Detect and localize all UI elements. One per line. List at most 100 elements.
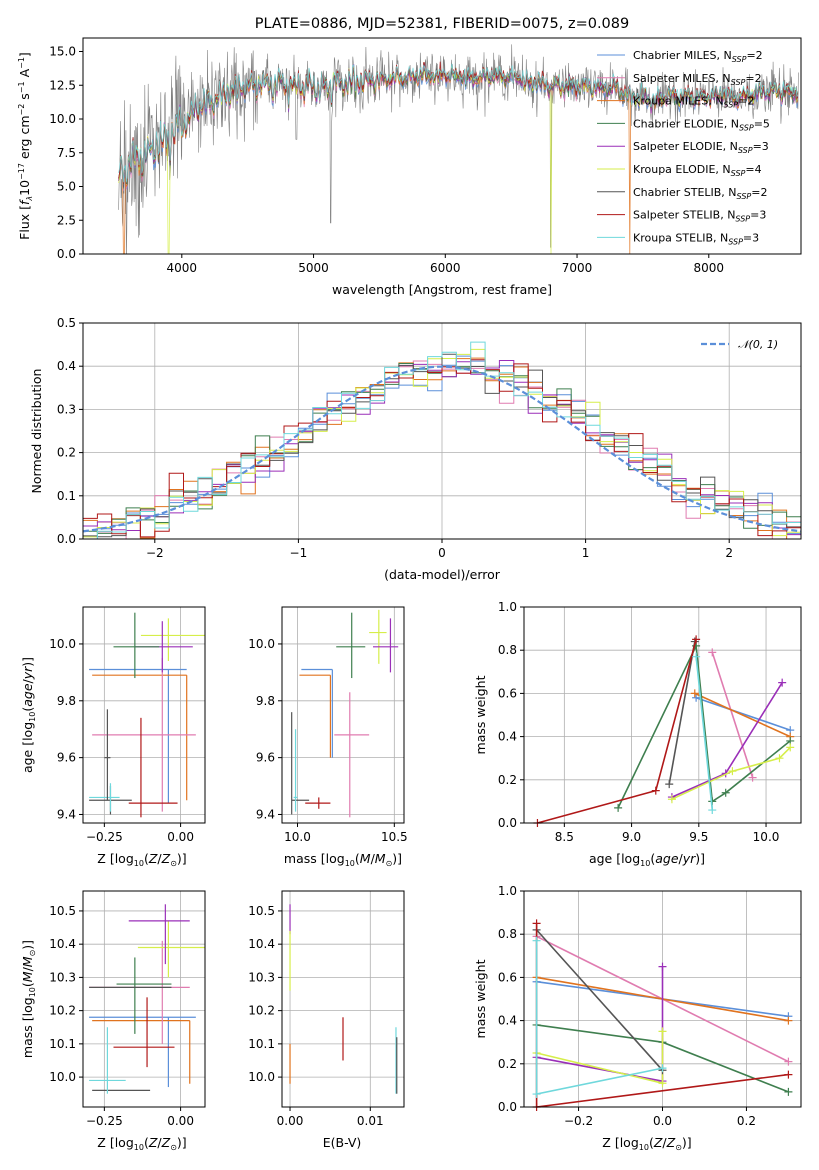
weight-age-marker [748,773,757,782]
residual-hist-kroupa-stelib [83,341,801,540]
spectrum-xtick-label: 6000 [430,261,461,275]
residual-xtick-label: 2 [725,546,733,560]
spectrum-legend-label: Chabrier MILES, NSSP=2 [633,49,763,64]
mass-EBV-xtick-label: 0.00 [277,1114,304,1128]
spectrum-legend-label: Salpeter STELIB, NSSP=3 [633,209,766,224]
mass-vs-EBV-panel: 0.00 0.01 10.0 10.1 10.2 10.3 10.4 10.5 [248,890,405,1128]
mass-Z-xlabel: Z [log10(Z/Z⊙)] [97,1135,186,1152]
spectrum-ylabel: Flux [fλ10−17 erg cm−2 s−1 A−1] [17,52,34,240]
weight-Z-marker [532,936,541,945]
legend-subscript: SSP [728,237,743,246]
age-Z-xtick-label: 0.00 [167,830,194,844]
spectrum-legend-label: Chabrier STELIB, NSSP=2 [633,186,767,201]
weight-Z-marker [658,1027,667,1036]
residual-ytick-label: 0.4 [57,359,76,373]
legend-count: =2 [745,72,761,85]
spectrum-ytick-label: 5.0 [57,180,76,194]
legend-text: Chabrier MILES, N [633,49,732,62]
legend-text: Salpeter STELIB, N [633,209,735,222]
spectrum-title: PLATE=0886, MJD=52381, FIBERID=0075, z=0… [255,16,629,32]
residual-histograms [83,341,801,540]
legend-subscript: SSP [723,101,738,110]
weight-Z-marker [784,1087,793,1096]
residual-ytick-label: 0.0 [57,532,76,546]
legend-count: =2 [738,95,754,108]
weight-age-marker [775,754,784,763]
spectrum-lines [118,44,799,254]
spectrum-legend-label: Salpeter ELODIE, NSSP=3 [633,140,769,155]
legend-subscript: SSP [737,192,752,201]
spectrum-legend-label: Kroupa ELODIE, NSSP=4 [633,163,762,178]
legend-text: Salpeter MILES, N [633,72,731,85]
age-mass-ytick-label: 9.6 [256,751,275,765]
legend-subscript: SSP [732,55,747,64]
spectrum-ticks: 4000 5000 6000 7000 8000 0.0 2.5 5.0 7.5 10.0 12.5… [49,45,724,276]
weight-age-ytick-label: 0.8 [498,643,517,657]
mass-EBV-xtick-label: 0.01 [357,1114,384,1128]
age-Z-xtick-label: −0.25 [86,830,123,844]
weight-Z-marker [784,1016,793,1025]
legend-subscript: SSP [738,146,753,155]
weight-age-marker [667,795,676,804]
weight-age-line [711,652,754,778]
residual-ytick-label: 0.1 [57,489,76,503]
age-Z-ytick-label: 10.0 [49,637,76,651]
spectrum-legend-label: Salpeter MILES, NSSP=2 [633,72,762,87]
weight-Z-ytick-label: 0.8 [498,927,517,941]
weight-age-marker [614,803,623,812]
residual-hist-salpeter-stelib [83,359,801,538]
spectrum-xtick-label: 4000 [167,261,198,275]
spectrum-ytick-label: 15.0 [49,45,76,59]
mass-EBV-xlabel: E(B-V) [323,1135,362,1150]
legend-text: Kroupa STELIB, N [633,231,728,244]
weight-age-marker [708,806,717,815]
spectrum-ytick-label: 2.5 [57,213,76,227]
weight-Z-marker [658,962,667,971]
mass-Z-ytick-label: 10.2 [49,1004,76,1018]
residual-ylabel: Normed distribution [29,369,44,494]
mass-EBV-ytick-label: 10.2 [248,1004,275,1018]
mass-Z-xtick-label: 0.00 [167,1114,194,1128]
mass-Z-ytick-label: 10.0 [49,1070,76,1084]
weight-age-marker [778,678,787,687]
weight-age-xlabel: age [log10(age/yr)] [589,851,705,868]
weight-Z-xlabel: Z [log10(Z/Z⊙)] [602,1135,691,1152]
weight-age-ytick-label: 0.4 [498,730,517,744]
weight-Z-marker [532,919,541,928]
spectrum-legend-label: Kroupa MILES, NSSP=2 [633,95,754,110]
weight-Z-xtick-label: 0.2 [737,1114,756,1128]
mass-Z-ytick-label: 10.3 [49,970,76,984]
legend-text: Chabrier ELODIE, N [633,117,739,130]
weight-Z-ytick-label: 0.2 [498,1057,517,1071]
weight-Z-marker [658,1064,667,1073]
age-Z-xlabel: Z [log10(Z/Z⊙)] [97,851,186,868]
normal-legend-label: 𝒩(0, 1) [738,338,778,351]
spectrum-model-kroupa-stelib [118,63,799,183]
mass-EBV-ytick-label: 10.0 [248,1070,275,1084]
weight-Z-marker [532,1090,541,1099]
mass-Z-xtick-label: −0.25 [86,1114,123,1128]
spectrum-xtick-label: 8000 [694,261,725,275]
legend-text: Kroupa MILES, N [633,95,723,108]
weight-Z-line [536,929,664,1071]
age-Z-ytick-label: 9.4 [57,807,76,821]
legend-count: =3 [743,231,759,244]
spectrum-xtick-label: 5000 [298,261,329,275]
residual-xtick-label: 1 [582,546,590,560]
weight-age-ytick-label: 0.2 [498,773,517,787]
legend-text: Salpeter ELODIE, N [633,140,738,153]
legend-count: =4 [745,163,761,176]
weight-age-line [694,692,791,738]
spectrum-ytick-label: 12.5 [49,78,76,92]
legend-subscript: SSP [731,169,746,178]
mass-Z-ytick-label: 10.5 [49,904,76,918]
age-Z-ytick-label: 9.8 [57,694,76,708]
legend-subscript: SSP [731,78,746,87]
residual-ytick-label: 0.5 [57,316,76,330]
weight-age-frame [523,606,802,824]
weight-age-ytick-label: 0.0 [498,816,517,830]
weight-age-xtick-label: 9.0 [622,830,641,844]
spectrum-panel: PLATE=0886, MJD=52381, FIBERID=0075, z=0… [17,16,802,297]
weight-age-marker [708,648,717,657]
